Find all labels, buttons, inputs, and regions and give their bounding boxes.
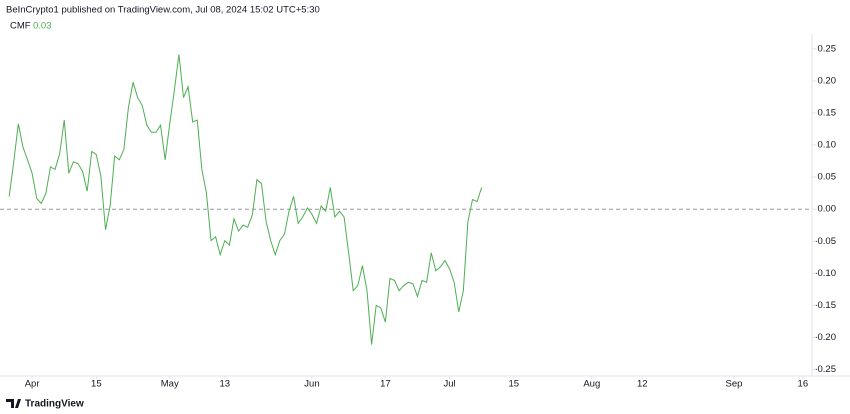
y-tick-label: 0.10 (818, 140, 837, 151)
y-tick-label: 0.05 (818, 172, 837, 183)
legend-name: CMF (10, 21, 31, 32)
logo-icon (6, 399, 21, 408)
y-tick-label: -0.05 (814, 236, 836, 247)
x-tick-label: 16 (798, 379, 809, 390)
x-tick-label: 17 (380, 379, 391, 390)
x-tick-label: May (161, 379, 179, 390)
y-tick-label: 0.25 (818, 43, 837, 54)
y-tick-label: -0.25 (814, 364, 836, 375)
y-tick-label: -0.20 (814, 332, 836, 343)
x-tick-label: 12 (637, 379, 648, 390)
cmf-line (8, 54, 483, 345)
x-tick-label: 15 (509, 379, 520, 390)
y-tick-label: 0.00 (818, 204, 837, 215)
x-tick-label: Jun (304, 379, 319, 390)
x-tick-label: Apr (25, 379, 40, 390)
x-tick-label: Jul (444, 379, 456, 390)
x-tick-label: Aug (583, 379, 600, 390)
x-tick-label: Sep (726, 379, 743, 390)
legend-value: 0.03 (33, 21, 52, 32)
y-tick-label: 0.20 (818, 75, 837, 86)
y-tick-label: -0.10 (814, 268, 836, 279)
x-tick-label: 15 (91, 379, 102, 390)
y-tick-label: -0.15 (814, 300, 836, 311)
footer-brand: TradingView (25, 399, 84, 410)
header-title: BeInCrypto1 published on TradingView.com… (6, 5, 320, 16)
y-tick-label: 0.15 (818, 107, 837, 118)
tradingview-logo: TradingView (6, 399, 84, 410)
x-tick-label: 13 (220, 379, 231, 390)
